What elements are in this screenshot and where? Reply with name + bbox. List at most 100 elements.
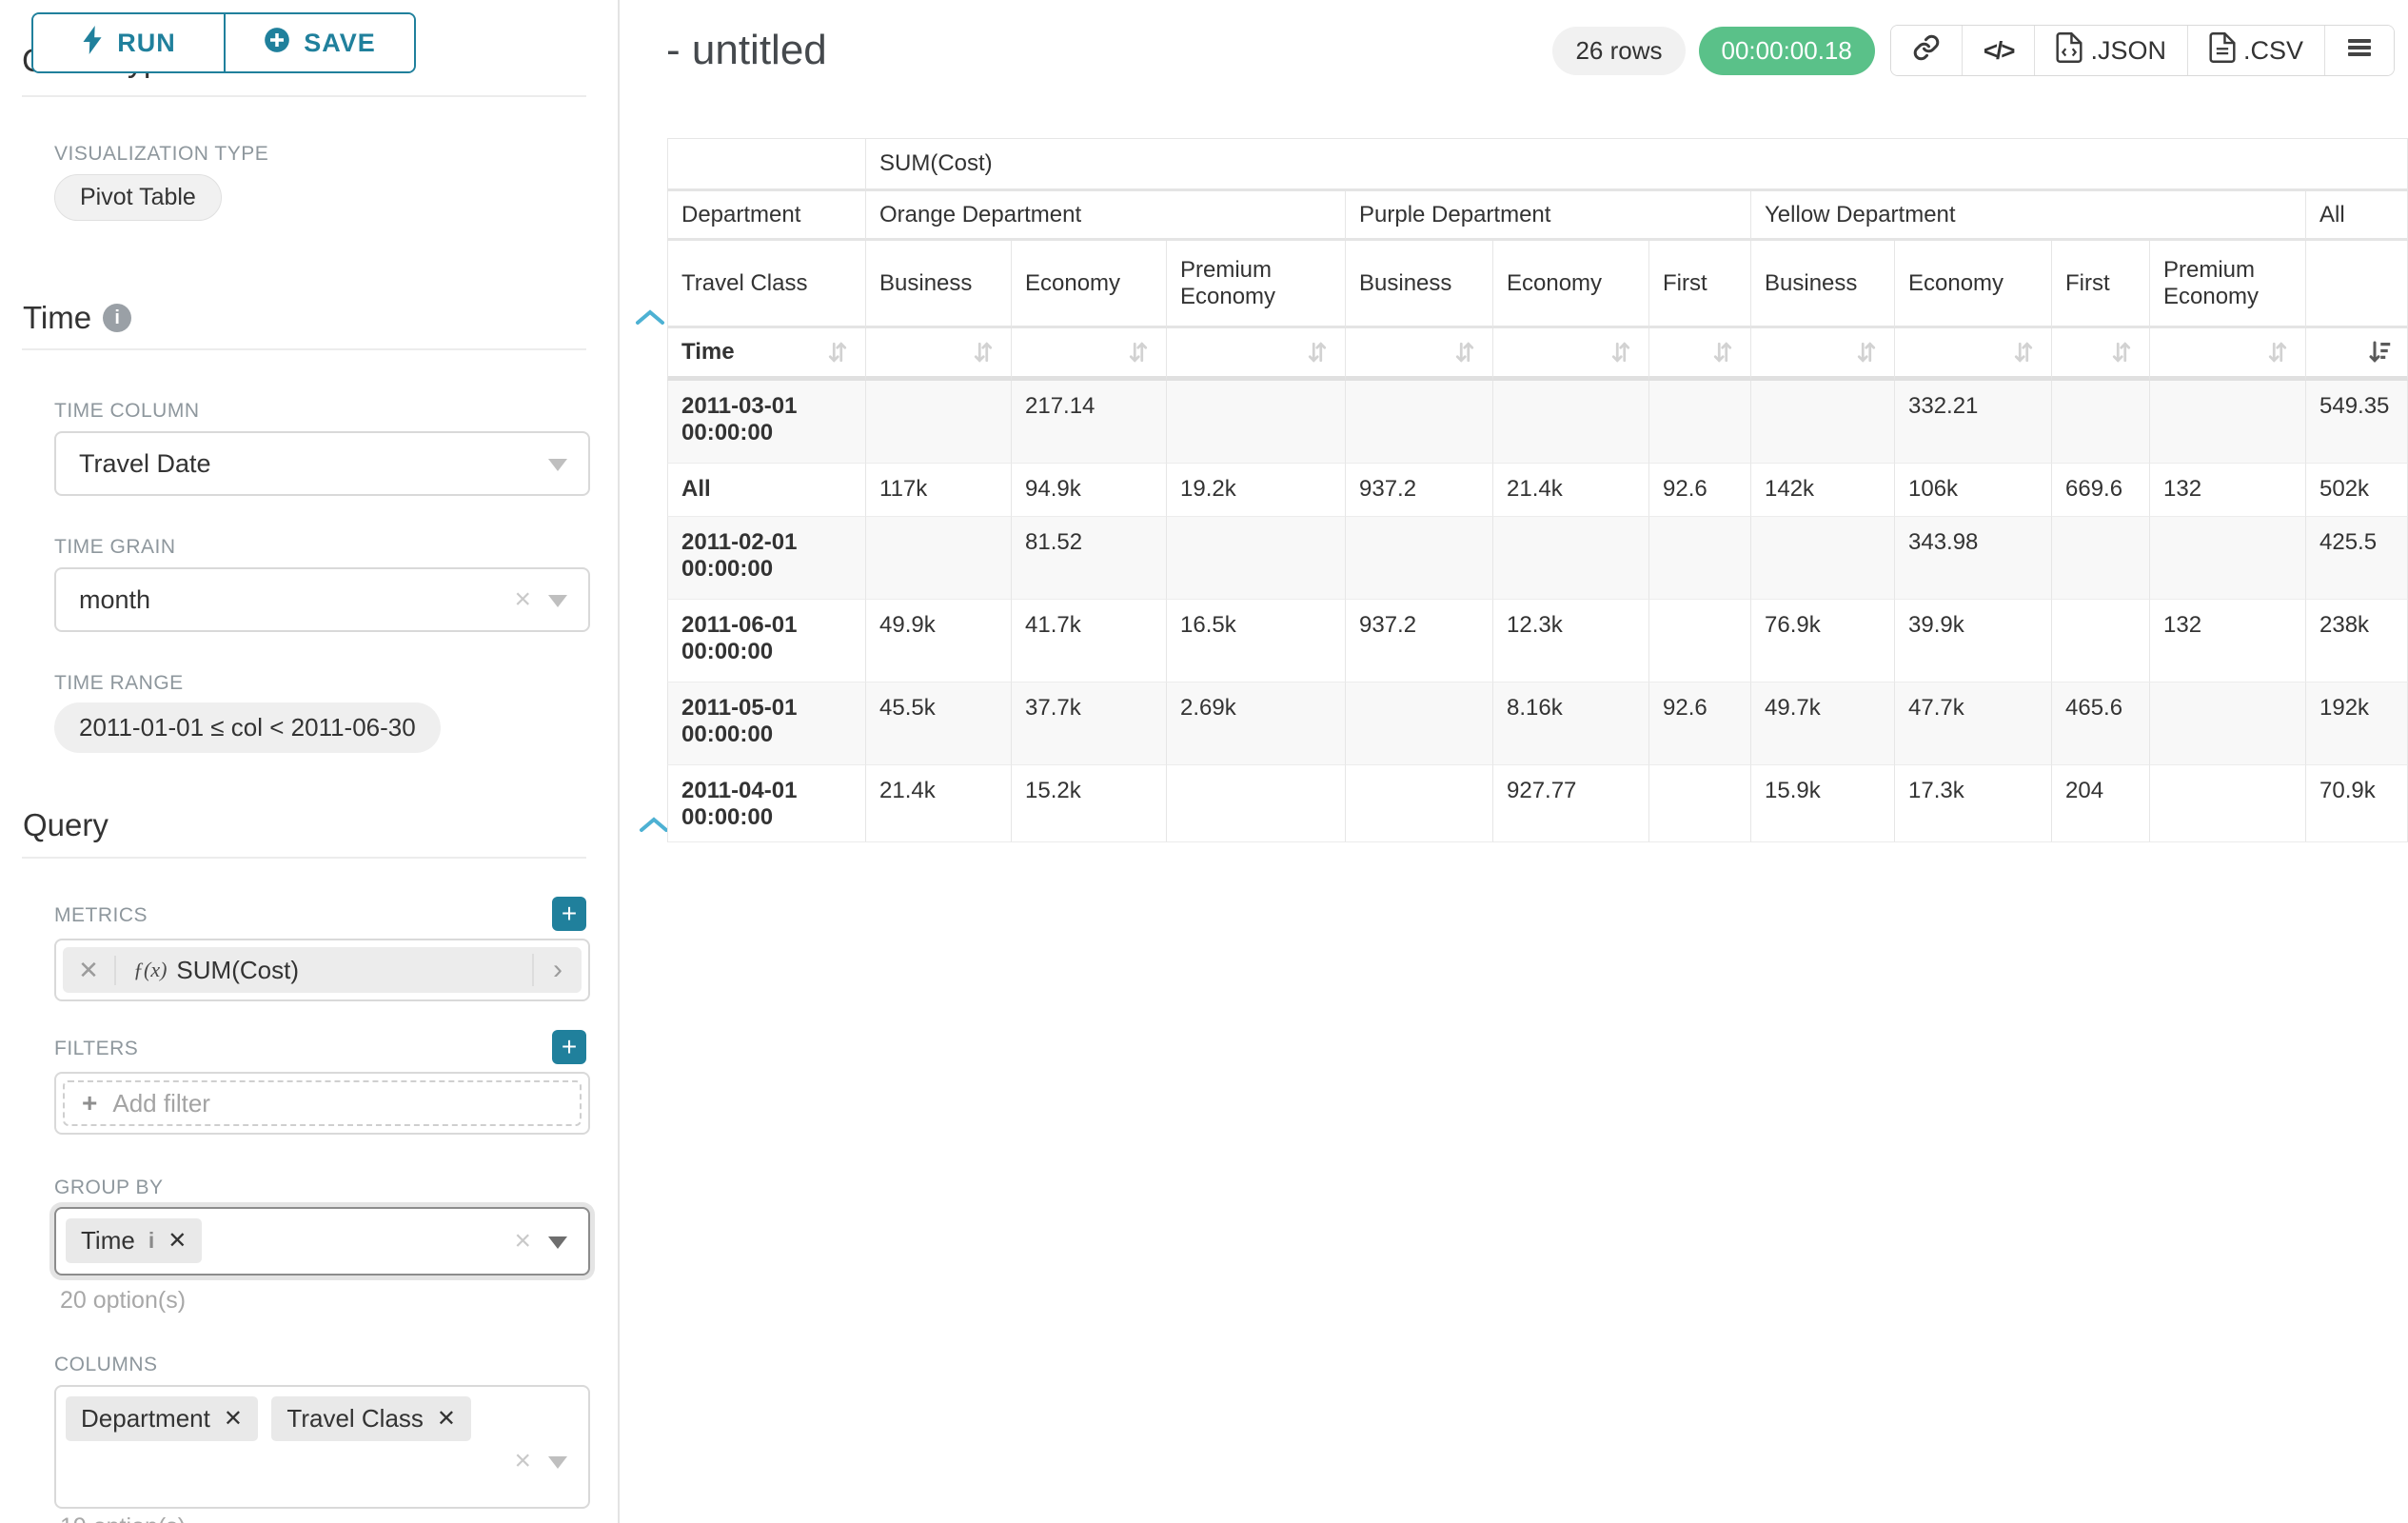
more-menu-button[interactable] (2324, 26, 2394, 75)
column-sort-cell[interactable] (2306, 328, 2408, 381)
pivot-value-cell (2052, 381, 2150, 464)
export-json-button[interactable]: .JSON (2034, 26, 2187, 75)
export-csv-button[interactable]: .CSV (2186, 26, 2324, 75)
remove-tag-icon[interactable]: ✕ (223, 1406, 243, 1432)
clear-icon[interactable]: × (514, 1225, 531, 1256)
pivot-table: SUM(Cost) Department Orange Department Purp… (667, 138, 2408, 842)
chevron-right-icon[interactable]: › (532, 954, 582, 986)
pivot-value-cell: 76.9k (1751, 600, 1895, 682)
chevron-up-icon[interactable] (638, 807, 670, 843)
pivot-value-cell: 17.3k (1895, 765, 2052, 842)
time-column-label: TIME COLUMN (54, 400, 200, 422)
viz-type-pill[interactable]: Pivot Table (54, 174, 222, 221)
pivot-value-cell: 465.6 (2052, 682, 2150, 765)
row-axis-sort-cell[interactable]: Time (667, 328, 866, 381)
pivot-row: All 117k 94.9k 19.2k 937.2 21.4k 92.6 142k 106k 6… (667, 464, 2408, 517)
column-group-header: All (2306, 191, 2408, 241)
column-sort-cell[interactable] (1346, 328, 1493, 381)
pivot-value-cell (1649, 517, 1751, 600)
pivot-row: 2011-05-01 00:00:00 45.5k 37.7k 2.69k 8.16k 9… (667, 682, 2408, 765)
pivot-value-cell: 937.2 (1346, 464, 1493, 517)
pivot-value-cell (1346, 381, 1493, 464)
time-range-pill[interactable]: 2011-01-01 ≤ col < 2011-06-30 (54, 702, 441, 753)
column-group-header: Yellow Department (1751, 191, 2306, 241)
column-sort-cell[interactable] (1751, 328, 1895, 381)
pivot-value-cell: 49.7k (1751, 682, 1895, 765)
column-sort-cell[interactable] (1167, 328, 1346, 381)
group-by-tag-time: Time i ✕ (66, 1218, 203, 1263)
columns-select[interactable]: Department ✕ Travel Class ✕ × (54, 1385, 590, 1509)
column-sort-cell[interactable] (2150, 328, 2306, 381)
time-grain-select[interactable]: month × (54, 567, 590, 632)
add-filter-button[interactable]: + Add filter (63, 1080, 582, 1126)
time-section-header[interactable]: Time i (23, 300, 665, 336)
pivot-value-cell: 549.35 (2306, 381, 2408, 464)
pivot-value-cell (1751, 381, 1895, 464)
pivot-value-cell (1167, 765, 1346, 842)
column-sort-cell[interactable] (2052, 328, 2150, 381)
info-icon[interactable]: i (148, 1228, 155, 1253)
metric-name: SUM(Cost) (176, 955, 299, 984)
pivot-value-cell: 192k (2306, 682, 2408, 765)
column-header (2306, 241, 2408, 328)
pivot-value-cell: 332.21 (1895, 381, 2052, 464)
add-metric-button[interactable]: + (552, 897, 586, 931)
metric-header-cell: SUM(Cost) (866, 138, 2408, 191)
column-header: First (2052, 241, 2150, 328)
column-sort-cell[interactable] (1895, 328, 2052, 381)
metrics-label: METRICS (54, 904, 148, 926)
column-header: First (1649, 241, 1751, 328)
sort-icon (1713, 342, 1732, 363)
menu-icon (2346, 36, 2373, 66)
column-sort-cell[interactable] (866, 328, 1012, 381)
sort-icon (1611, 342, 1630, 363)
json-button-label: .JSON (2090, 35, 2166, 65)
pivot-value-cell (1649, 765, 1751, 842)
pivot-value-cell (1167, 517, 1346, 600)
add-filter-plus-button[interactable]: + (552, 1030, 586, 1064)
csv-file-icon (2209, 31, 2236, 69)
group-by-select[interactable]: Time i ✕ × (54, 1207, 590, 1276)
pivot-value-cell: 47.7k (1895, 682, 2052, 765)
sort-icon (1455, 342, 1474, 363)
column-sort-cell[interactable] (1649, 328, 1751, 381)
pivot-table-container: SUM(Cost) Department Orange Department Purp… (667, 138, 2408, 842)
panel-divider (618, 0, 620, 1523)
column-sort-cell[interactable] (1493, 328, 1649, 381)
pivot-value-cell (2150, 381, 2306, 464)
pivot-value-cell: 117k (866, 464, 1012, 517)
chart-title[interactable]: - untitled (666, 27, 827, 73)
plus-icon: + (82, 1088, 98, 1118)
pivot-value-cell: 217.14 (1012, 381, 1167, 464)
time-column-select[interactable]: Travel Date (54, 431, 590, 496)
clear-icon[interactable]: × (514, 1445, 531, 1477)
view-query-button[interactable]: </> (1961, 26, 2035, 75)
metric-pill[interactable]: ✕ ƒ(x) SUM(Cost) › (63, 947, 582, 993)
save-button[interactable]: SAVE (224, 14, 414, 71)
remove-metric-icon[interactable]: ✕ (63, 955, 116, 985)
columns-options-hint: 19 option(s) (60, 1513, 186, 1523)
clear-icon[interactable]: × (514, 583, 531, 615)
pivot-value-cell: 142k (1751, 464, 1895, 517)
pivot-row-header: All (667, 464, 866, 517)
row-count-badge: 26 rows (1552, 26, 1686, 75)
query-section-header[interactable]: Query (23, 807, 668, 843)
time-column-value: Travel Date (79, 448, 211, 478)
column-sort-cell[interactable] (1012, 328, 1167, 381)
pivot-value-cell: 41.7k (1012, 600, 1167, 682)
columns-label: COLUMNS (54, 1354, 158, 1375)
pivot-value-cell: 343.98 (1895, 517, 2052, 600)
remove-tag-icon[interactable]: ✕ (168, 1228, 188, 1254)
chevron-up-icon[interactable] (634, 300, 666, 336)
column-header: Economy (1895, 241, 2052, 328)
pivot-value-cell: 8.16k (1493, 682, 1649, 765)
pivot-corner-cell (667, 138, 866, 191)
pivot-value-cell (1751, 517, 1895, 600)
share-link-button[interactable] (1890, 26, 1962, 75)
pivot-row-header: 2011-03-01 00:00:00 (667, 381, 866, 464)
pivot-value-cell: 15.2k (1012, 765, 1167, 842)
run-button[interactable]: RUN (33, 14, 224, 71)
bolt-icon (81, 25, 104, 61)
remove-tag-icon[interactable]: ✕ (436, 1406, 457, 1432)
